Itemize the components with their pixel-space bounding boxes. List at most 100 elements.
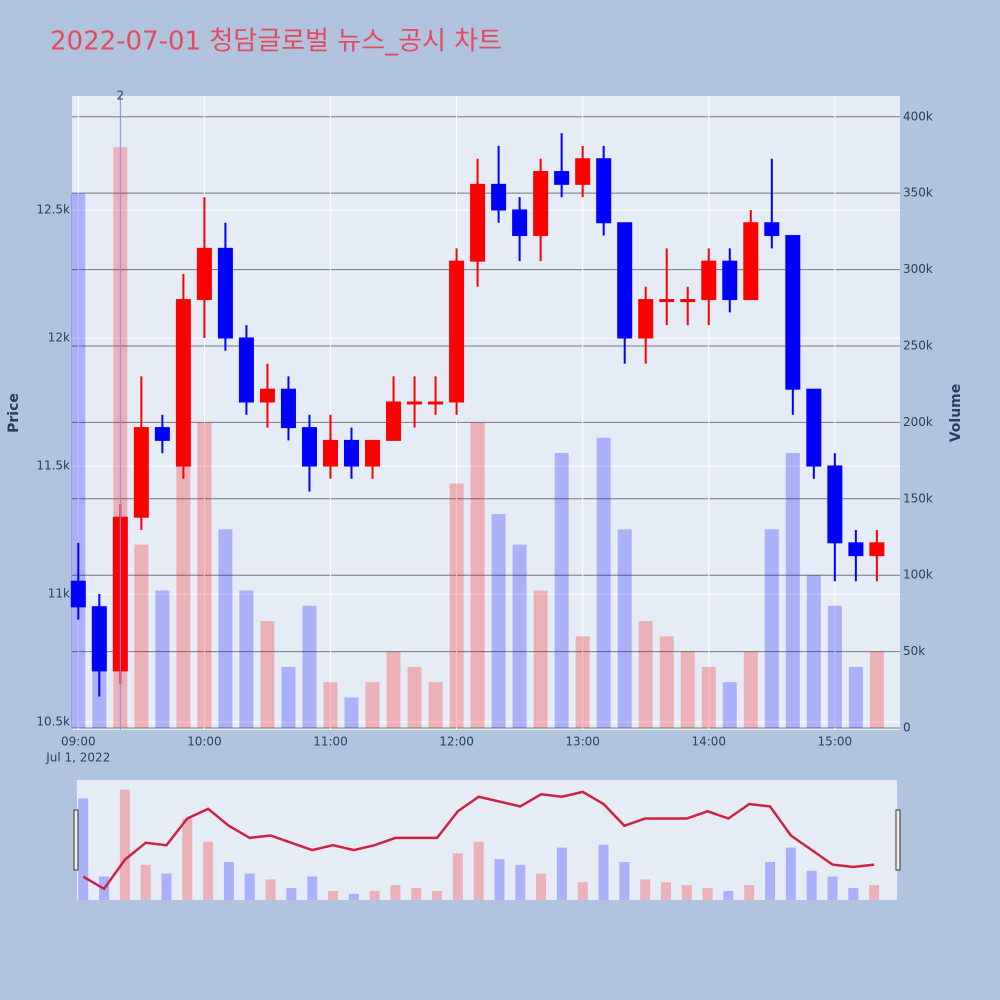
candle-body [680,299,696,303]
slider-volume-bar [390,885,401,900]
candle-body [491,183,507,211]
slider-volume-bar [369,890,380,900]
x-tick-label: 14:00 [691,735,726,749]
candle-body [133,427,149,518]
volume-bar [764,529,779,729]
volume-bar [659,636,674,729]
candle-body [238,337,254,403]
candle-body [575,158,591,185]
candle-body [659,299,675,303]
y2-tick-label: 250k [903,338,933,352]
slider-volume-bar [869,885,880,900]
candle-body [301,427,317,467]
volume-bar [218,529,233,729]
candle-body [743,222,759,301]
x-tick-label: 12:00 [439,735,474,749]
candle-body [175,299,191,467]
annotation-text: 2 [117,89,125,103]
x-tick-label: 09:00 [61,735,96,749]
slider-volume-bar [681,885,692,900]
candle-body [827,465,843,544]
slider-volume-bar [203,841,214,900]
slider-volume-bar [78,798,89,900]
candle-body [722,260,738,301]
volume-bar [638,621,653,729]
slider-handle[interactable] [895,809,901,871]
slider-volume-bar [785,847,796,900]
slider-volume-bar [223,862,234,900]
candle-body [701,260,717,301]
volume-bar [365,682,380,729]
volume-bar [680,651,695,729]
volume-bar [386,651,401,729]
volume-bar [785,452,800,729]
volume-bar [512,544,527,729]
volume-bar [302,605,317,729]
x-tick-label: 15:00 [818,735,853,749]
slider-volume-bar [286,888,297,900]
slider-volume-bar [827,876,838,900]
volume-bar [134,544,149,729]
volume-bar [848,666,863,729]
volume-bar [554,452,569,729]
volume-bar [449,483,464,729]
x-sublabel: Jul 1, 2022 [45,751,110,765]
slider-volume-bar [640,879,651,900]
y-tick-label: 11.5k [36,459,70,473]
slider-volume-bar [327,890,338,900]
candle-body [386,401,402,441]
candle-body [806,388,822,467]
slider-volume-bar [765,862,776,900]
volume-bar [806,575,821,729]
volume-bar [407,666,422,729]
y2-tick-label: 400k [903,109,933,123]
candle-body [764,222,780,237]
slider-handle[interactable] [73,809,79,871]
slider-volume-bar [577,882,588,900]
candle-body [533,171,549,237]
slider-volume-bar [494,859,505,900]
volume-bar [533,590,548,729]
candle-body [154,427,170,441]
slider-volume-bar [161,873,172,900]
candle-body [470,183,486,262]
x-tick-label: 10:00 [187,735,222,749]
x-tick-label: 13:00 [565,735,600,749]
volume-bar [344,697,359,729]
slider-volume-bar [806,870,817,900]
candle-body [512,209,528,237]
y2-tick-label: 50k [903,644,925,658]
volume-bar [71,193,86,729]
slider-volume-bar [307,876,318,900]
candle-body [280,388,296,429]
slider-volume-bar [244,873,255,900]
slider-volume-bar [452,853,463,900]
slider-volume-bar [140,864,151,900]
candle-body [322,439,338,467]
volume-bar [428,682,443,729]
volume-bar [827,605,842,729]
volume-bar [743,651,758,729]
candle-body [449,260,465,403]
slider-volume-bar [473,841,484,900]
candle-body [596,158,612,224]
y-axis-title: Price [6,393,22,433]
slider-volume-bar [265,879,276,900]
volume-bar [470,422,485,729]
slider-volume-bar [723,890,734,900]
candle-body [554,171,570,185]
slider-volume-bar [536,873,547,900]
y-tick-label: 10.5k [36,715,70,729]
candle-body [428,401,444,405]
slider-volume-bar [619,862,630,900]
volume-bar [575,636,590,729]
candle-body [785,235,801,390]
volume-bar [617,529,632,729]
y2-tick-label: 200k [903,415,933,429]
slider-volume-bar [848,888,859,900]
range-slider[interactable] [77,780,897,900]
candle-body [365,439,381,467]
candle-body [638,299,654,339]
slider-volume-bar [515,864,526,900]
volume-bar [596,437,611,729]
